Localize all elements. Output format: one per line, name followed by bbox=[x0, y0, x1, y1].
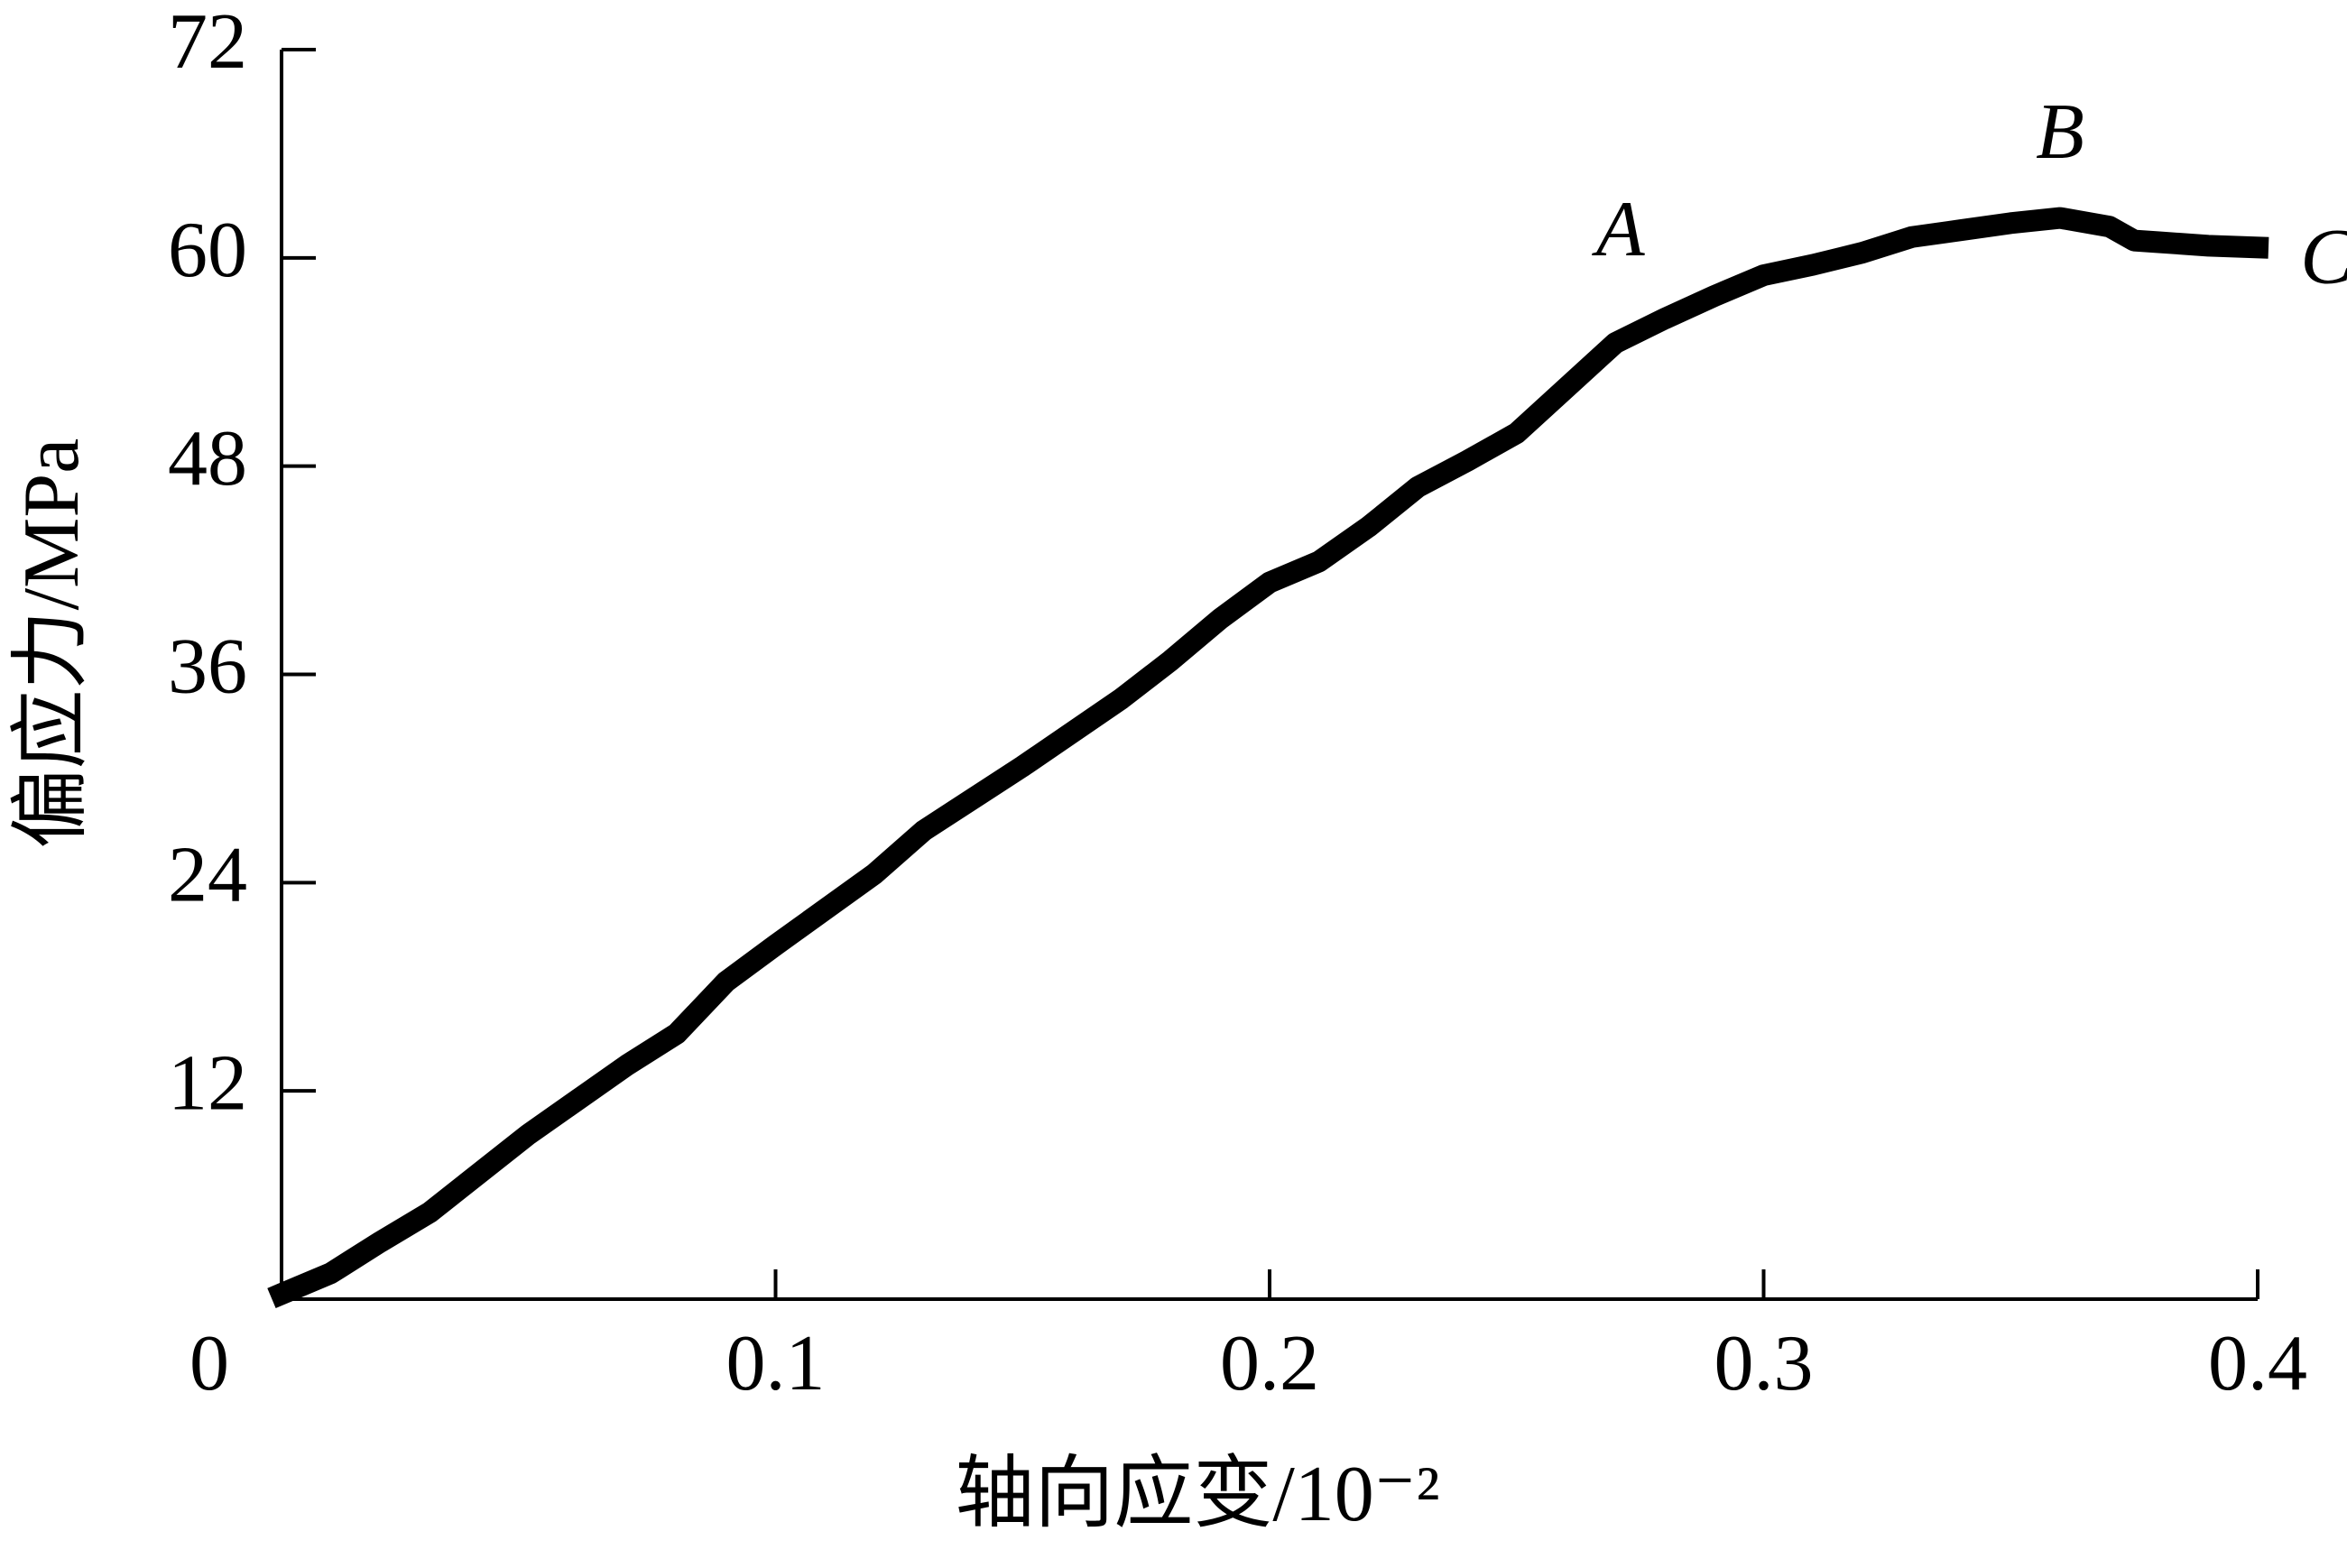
annotation: A bbox=[1592, 186, 1646, 273]
y-tick-label: 24 bbox=[168, 832, 247, 919]
x-axis-label: 轴向应变/10⁻² bbox=[955, 1451, 1439, 1538]
x-tick-label: 0.1 bbox=[726, 1320, 826, 1407]
data-line bbox=[267, 207, 2269, 1308]
x-tick-label: 0 bbox=[189, 1320, 229, 1407]
y-tick-label: 36 bbox=[168, 623, 247, 711]
x-tick-label: 0.4 bbox=[2208, 1320, 2307, 1407]
y-axis-label: 偏应力/MPa bbox=[8, 438, 96, 849]
annotation: B bbox=[2036, 88, 2084, 176]
y-tick-label: 12 bbox=[168, 1039, 247, 1127]
x-tick-label: 0.3 bbox=[1714, 1320, 1814, 1407]
y-tick-label: 48 bbox=[168, 415, 247, 503]
y-tick-label: 72 bbox=[168, 0, 247, 86]
y-tick-label: 60 bbox=[168, 207, 247, 294]
annotation: C bbox=[2300, 214, 2347, 301]
x-tick-label: 0.2 bbox=[1220, 1320, 1319, 1407]
